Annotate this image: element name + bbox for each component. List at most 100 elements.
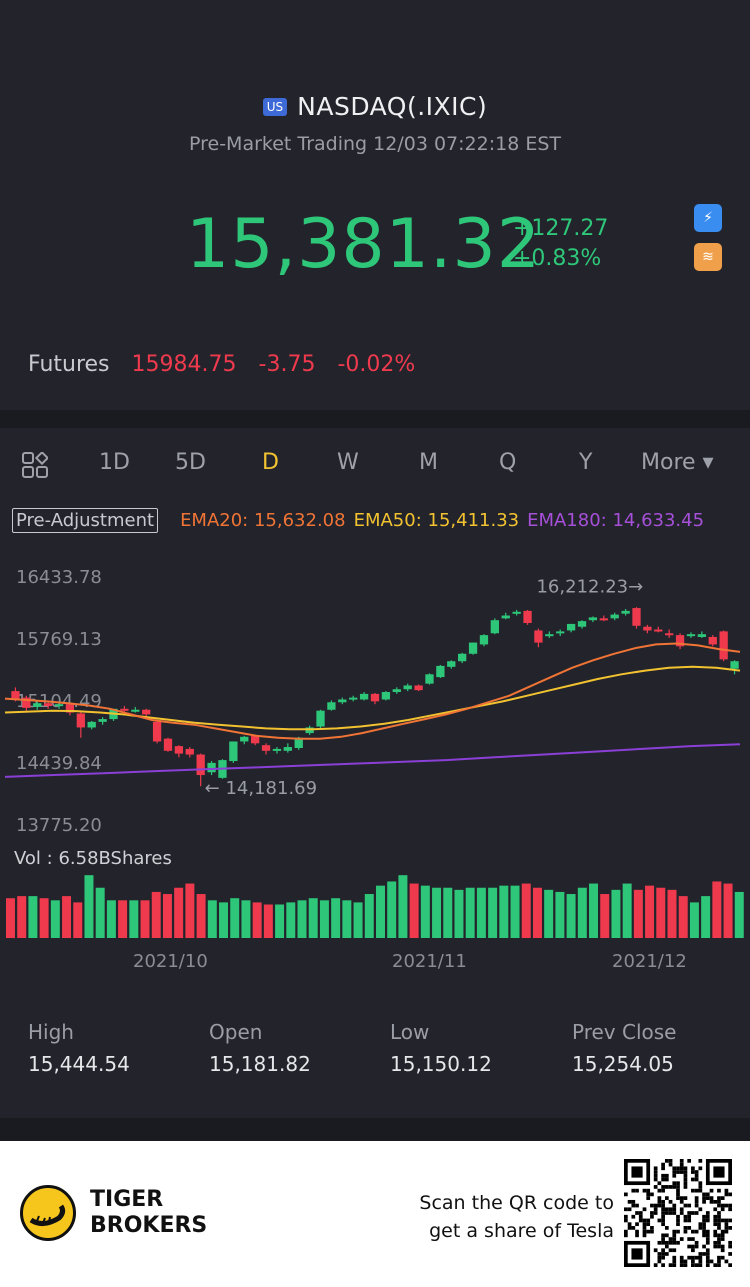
stat-prev-close: Prev Close 15,254.05: [572, 1020, 676, 1076]
volume-bar: [252, 902, 262, 938]
chart-panel: 1D 5D D W M Q Y More ▾ Pre-Adjustment EM…: [0, 428, 750, 1118]
volume-bar: [353, 902, 363, 938]
layers-icon[interactable]: ≋: [694, 243, 722, 271]
volume-bar: [510, 885, 520, 938]
volume-bar: [28, 896, 38, 938]
ema50-legend: EMA50: 15,411.33: [353, 510, 520, 531]
tab-y[interactable]: Y: [579, 450, 593, 475]
volume-label: Vol : 6.58BShares: [14, 848, 172, 869]
tab-5d[interactable]: 5D: [175, 450, 206, 475]
candle-body: [501, 615, 510, 619]
volume-bar: [308, 898, 318, 938]
volume-bar: [297, 900, 307, 938]
volume-bar: [555, 891, 565, 938]
candle-body: [163, 738, 173, 751]
candle-body: [349, 697, 358, 700]
futures-row[interactable]: Futures 15984.75 -3.75 -0.02%: [28, 352, 415, 377]
volume-bar: [230, 898, 240, 938]
x-tick-label: 2021/11: [392, 951, 467, 972]
tab-1d[interactable]: 1D: [99, 450, 130, 475]
candle-body: [719, 631, 728, 660]
volume-bar: [73, 902, 83, 938]
candle-body: [131, 709, 140, 712]
candle-body: [599, 618, 608, 621]
stat-label: Open: [209, 1020, 263, 1044]
stat-value: 15,444.54: [28, 1052, 130, 1076]
candle-body: [381, 692, 391, 700]
candle-body: [512, 611, 521, 614]
volume-bar: [39, 898, 49, 938]
volume-bar: [622, 883, 632, 938]
candle-body: [76, 713, 85, 728]
candle-body: [523, 610, 532, 623]
volume-bar: [174, 887, 184, 938]
tab-w[interactable]: W: [337, 450, 359, 475]
volume-bar: [488, 887, 498, 938]
candle-body: [142, 709, 151, 715]
y-tick-label: 15769.13: [16, 629, 102, 650]
candle-body: [272, 748, 282, 751]
tab-m[interactable]: M: [419, 450, 438, 475]
volume-bar: [331, 898, 341, 938]
volume-bar: [656, 887, 666, 938]
volume-bar: [286, 902, 296, 938]
volume-bar: [645, 885, 655, 938]
quote-card: US NASDAQ(.IXIC) Pre-Market Trading 12/0…: [0, 0, 750, 410]
candle-body: [294, 737, 303, 748]
candle-body: [207, 762, 216, 773]
candle-body: [436, 665, 445, 678]
candle-body: [251, 735, 260, 744]
volume-bar: [95, 887, 105, 938]
volume-bar: [387, 881, 397, 938]
volume-bar: [611, 889, 621, 938]
pre-adjustment-toggle[interactable]: Pre-Adjustment: [12, 508, 159, 533]
candle-body: [54, 704, 64, 707]
candle-body: [98, 719, 107, 722]
stat-open: Open 15,181.82: [209, 1020, 311, 1076]
volume-bar: [207, 900, 217, 938]
title-row: US NASDAQ(.IXIC): [0, 92, 750, 121]
lightning-icon[interactable]: ⚡: [694, 204, 722, 232]
volume-bar: [678, 896, 688, 938]
volume-bar: [162, 894, 172, 938]
volume-bar: [118, 900, 128, 938]
grid-icon[interactable]: [22, 452, 48, 478]
tab-d[interactable]: D: [262, 450, 279, 475]
candle-body: [240, 736, 249, 742]
volume-bar: [319, 900, 329, 938]
candle-body: [545, 634, 554, 637]
candle-body: [43, 703, 53, 707]
candle-body: [577, 621, 587, 627]
candle-body: [654, 629, 663, 632]
candle-body: [730, 661, 739, 669]
candle-body: [425, 674, 434, 684]
volume-bar: [140, 900, 150, 938]
candle-body: [675, 635, 685, 647]
y-tick-label: 13775.20: [16, 815, 102, 836]
candle-body: [22, 697, 31, 708]
volume-bar: [84, 875, 94, 938]
volume-bar: [409, 883, 419, 938]
volume-bar: [151, 891, 161, 938]
candle-body: [643, 626, 652, 631]
qr-code-icon[interactable]: [624, 1159, 732, 1267]
candle-body: [403, 685, 412, 690]
candle-body: [697, 634, 707, 637]
promo-line-2: get a share of Tesla: [429, 1220, 614, 1242]
volume-bar: [577, 887, 587, 938]
candle-body: [327, 702, 336, 710]
session-status: Pre-Market Trading 12/03 07:22:18 EST: [188, 133, 561, 155]
candle-body: [33, 703, 42, 707]
candle-body: [283, 747, 292, 751]
candle-body: [392, 689, 401, 693]
price-chart[interactable]: 16433.7815769.1315104.4914439.8413775.20…: [0, 546, 750, 986]
candle-body: [261, 745, 271, 751]
volume-bar: [398, 875, 408, 938]
candle-body: [556, 631, 565, 634]
candle-body: [708, 636, 717, 645]
price-change-percent: +0.83%: [513, 246, 602, 271]
tab-q[interactable]: Q: [499, 450, 517, 475]
futures-change: -3.75: [258, 352, 316, 377]
tab-more[interactable]: More ▾: [641, 450, 714, 475]
ema20-line: [4, 642, 741, 740]
